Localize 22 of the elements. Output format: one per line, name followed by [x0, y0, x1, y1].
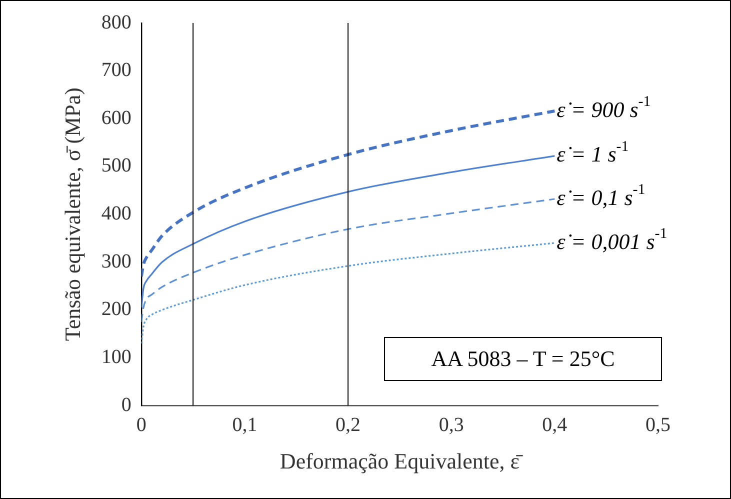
x-tick-label: 0,5: [646, 414, 670, 436]
line-series: [141, 242, 556, 344]
y-tick-label: 200: [101, 298, 132, 320]
x-tick-label: 0,3: [438, 414, 464, 436]
y-tick-label: 300: [101, 250, 132, 272]
y-tick-label: 0: [121, 394, 132, 416]
y-tick-label: 700: [101, 59, 132, 82]
y-tick-label: 800: [101, 11, 132, 34]
y-tick-label: 500: [101, 154, 132, 177]
y-tick-label: 400: [101, 202, 132, 225]
x-tick-label: 0,2: [336, 414, 361, 436]
x-tick-label: 0,1: [232, 414, 258, 436]
line-series: [141, 110, 556, 278]
x-tick-label: 0: [136, 414, 146, 436]
x-tick-label: 0,4: [542, 414, 568, 436]
y-tick-label: 600: [101, 106, 132, 129]
x-axis-title: Deformação Equivalente, ε̄: [280, 448, 524, 474]
line-series: [141, 198, 556, 323]
annotation: AA 5083 – T = 25°C: [384, 337, 662, 381]
line-series: [141, 155, 556, 308]
y-tick-label: 100: [101, 346, 132, 368]
y-axis-title: Tensão equivalente, σ̄ (MPa): [60, 88, 85, 342]
